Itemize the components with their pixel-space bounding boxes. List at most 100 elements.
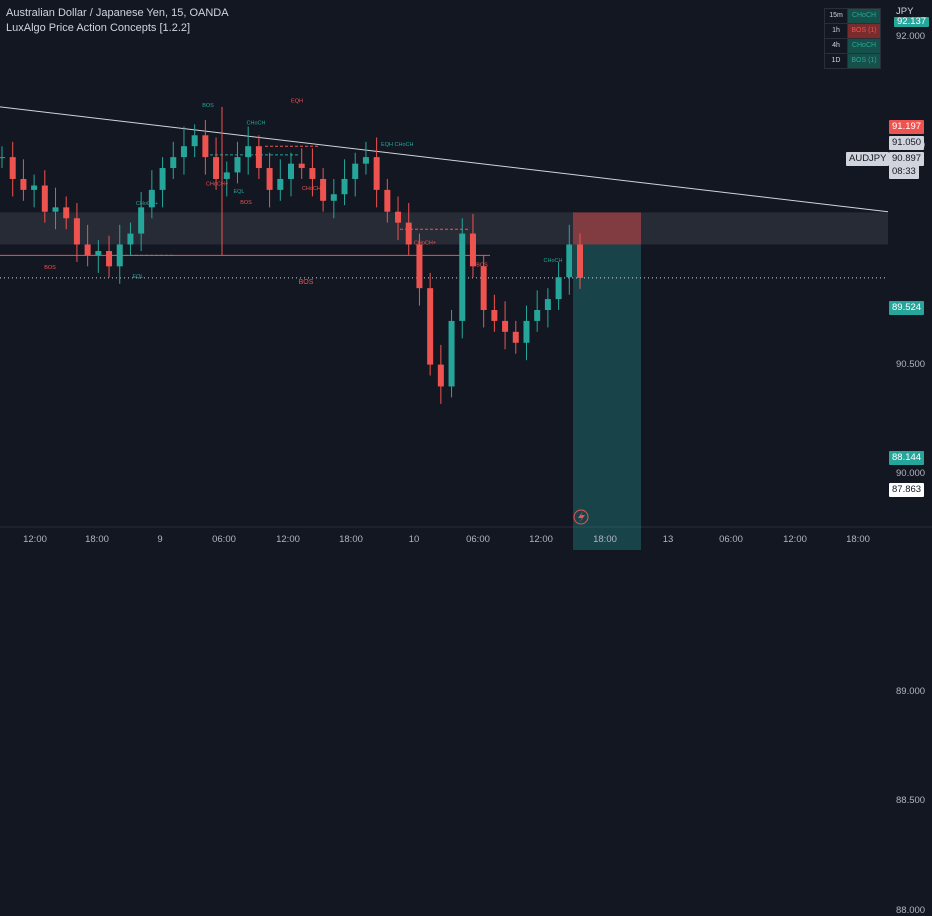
- choch-plus-label-3: CHoCH+: [302, 186, 324, 192]
- price-tick: 88.500: [896, 795, 926, 807]
- candle-body: [544, 299, 551, 310]
- mtf-signal: BOS (1): [847, 53, 881, 69]
- price-tick: 92.000: [896, 31, 926, 42]
- position-target-zone: [573, 244, 641, 550]
- candle-body: [63, 207, 70, 219]
- mtf-signal: CHoCH: [847, 38, 881, 54]
- candle-body: [255, 146, 262, 169]
- time-tick: 12:00: [23, 534, 47, 545]
- time-tick: 18:00: [339, 534, 363, 545]
- candle-body: [555, 277, 562, 300]
- candle-body: [116, 244, 123, 267]
- candle-body: [138, 207, 145, 234]
- bos-label-3: BOS: [240, 200, 252, 206]
- position-stop-zone: [573, 212, 641, 245]
- candle-body: [9, 157, 16, 179]
- countdown-tag: 08:33: [889, 165, 919, 179]
- candle-body: [480, 266, 487, 310]
- mtf-timeframe: 15m: [824, 8, 848, 24]
- candle-body: [213, 157, 220, 179]
- candle-body: [95, 251, 102, 256]
- lightning-bolt-icon: [578, 511, 585, 523]
- candle-body: [309, 168, 316, 179]
- candle-body: [384, 189, 391, 212]
- choch-label-2: CHoCH: [395, 142, 414, 148]
- candle-body: [288, 163, 294, 179]
- candle-body: [362, 157, 369, 164]
- candle-body: [84, 244, 91, 256]
- candle-body: [234, 157, 241, 173]
- choch-label-3: CHoCH: [544, 258, 563, 264]
- time-tick: 06:00: [466, 534, 490, 545]
- price-tag-stop-loss: 91.197: [889, 120, 925, 134]
- time-tick: 18:00: [85, 534, 109, 545]
- time-tick: 12:00: [529, 534, 553, 545]
- candle-body: [266, 168, 273, 190]
- time-tick: 06:00: [212, 534, 236, 545]
- time-tick: 18:00: [593, 534, 617, 545]
- trendline: [0, 106, 889, 213]
- candle-body: [330, 194, 337, 201]
- symbol-tag: AUDJPY: [846, 152, 890, 166]
- price-tag-top: 92.137: [894, 17, 930, 27]
- eql-label-2: EQL: [233, 189, 244, 195]
- price-chart[interactable]: BOSEQLCHoCH+BOSCHoCH+EQLBOSCHoCHEQHCHoCH…: [0, 0, 932, 550]
- candle-body: [31, 185, 38, 190]
- candle-body: [352, 163, 359, 179]
- time-tick: 12:00: [783, 534, 807, 545]
- candle-body: [512, 331, 519, 343]
- bos-label-1: BOS: [44, 265, 56, 271]
- candle-body: [341, 178, 348, 195]
- mtf-signal: BOS (1): [847, 23, 881, 39]
- chart-title: Australian Dollar / Japanese Yen, 15, OA…: [6, 7, 229, 19]
- eqh-label-1: EQH: [291, 99, 303, 105]
- price-tag-entry: 91.050: [889, 136, 925, 150]
- candle-body: [127, 233, 134, 245]
- bos-label-4: BOS: [476, 262, 488, 268]
- candle-body: [245, 146, 252, 158]
- candle-body: [416, 244, 423, 289]
- time-tick: 12:00: [276, 534, 300, 545]
- candle-body: [427, 288, 434, 365]
- candle-body: [395, 211, 402, 223]
- candle-body: [448, 320, 455, 387]
- candle-body: [437, 364, 444, 387]
- price-tag-take-profit: 88.144: [889, 451, 925, 465]
- eql-label: EQL: [132, 274, 143, 280]
- mtf-timeframe: 1D: [824, 53, 848, 69]
- candle-body: [20, 178, 27, 190]
- mtf-row: 1h BOS (1): [824, 23, 881, 39]
- candle-body: [170, 157, 177, 169]
- candle-body: [534, 310, 541, 321]
- candle-body: [180, 146, 187, 158]
- choch-plus-label-4: CHoCH+: [414, 240, 436, 246]
- indicator-label[interactable]: LuxAlgo Price Action Concepts [1.2.2]: [6, 22, 191, 34]
- candle-body: [373, 157, 380, 190]
- choch-label-1: CHoCH: [247, 120, 266, 126]
- price-tick: 90.000: [896, 467, 926, 479]
- candle-body: [577, 244, 583, 278]
- last-price-tag: 90.897: [889, 152, 925, 166]
- bos-label-5: BOS: [299, 279, 314, 286]
- candle-body: [459, 233, 466, 321]
- candle-body: [502, 320, 509, 332]
- time-tick: 9: [157, 534, 163, 545]
- price-tick: 90.500: [896, 358, 926, 370]
- currency-label: JPY: [896, 6, 914, 17]
- mtf-row: 15m CHoCH: [824, 8, 881, 24]
- candle-body: [41, 185, 48, 212]
- mtf-table: 15m CHoCH 1h BOS (1) 4h CHoCH 1D BOS (1): [824, 8, 881, 69]
- candle-body: [491, 310, 498, 321]
- time-tick: 13: [662, 534, 674, 545]
- time-tick: 10: [408, 534, 420, 545]
- eqh-label-2: EQH: [381, 142, 393, 148]
- candle-body: [298, 163, 305, 169]
- price-tick: 89.000: [896, 686, 926, 698]
- mtf-row: 4h CHoCH: [824, 38, 881, 54]
- mtf-signal: CHoCH: [847, 8, 881, 24]
- candle-body: [223, 172, 230, 179]
- time-tick: 18:00: [846, 534, 870, 545]
- candle-body: [159, 168, 166, 190]
- price-tag-bottom: 87.863: [889, 483, 925, 497]
